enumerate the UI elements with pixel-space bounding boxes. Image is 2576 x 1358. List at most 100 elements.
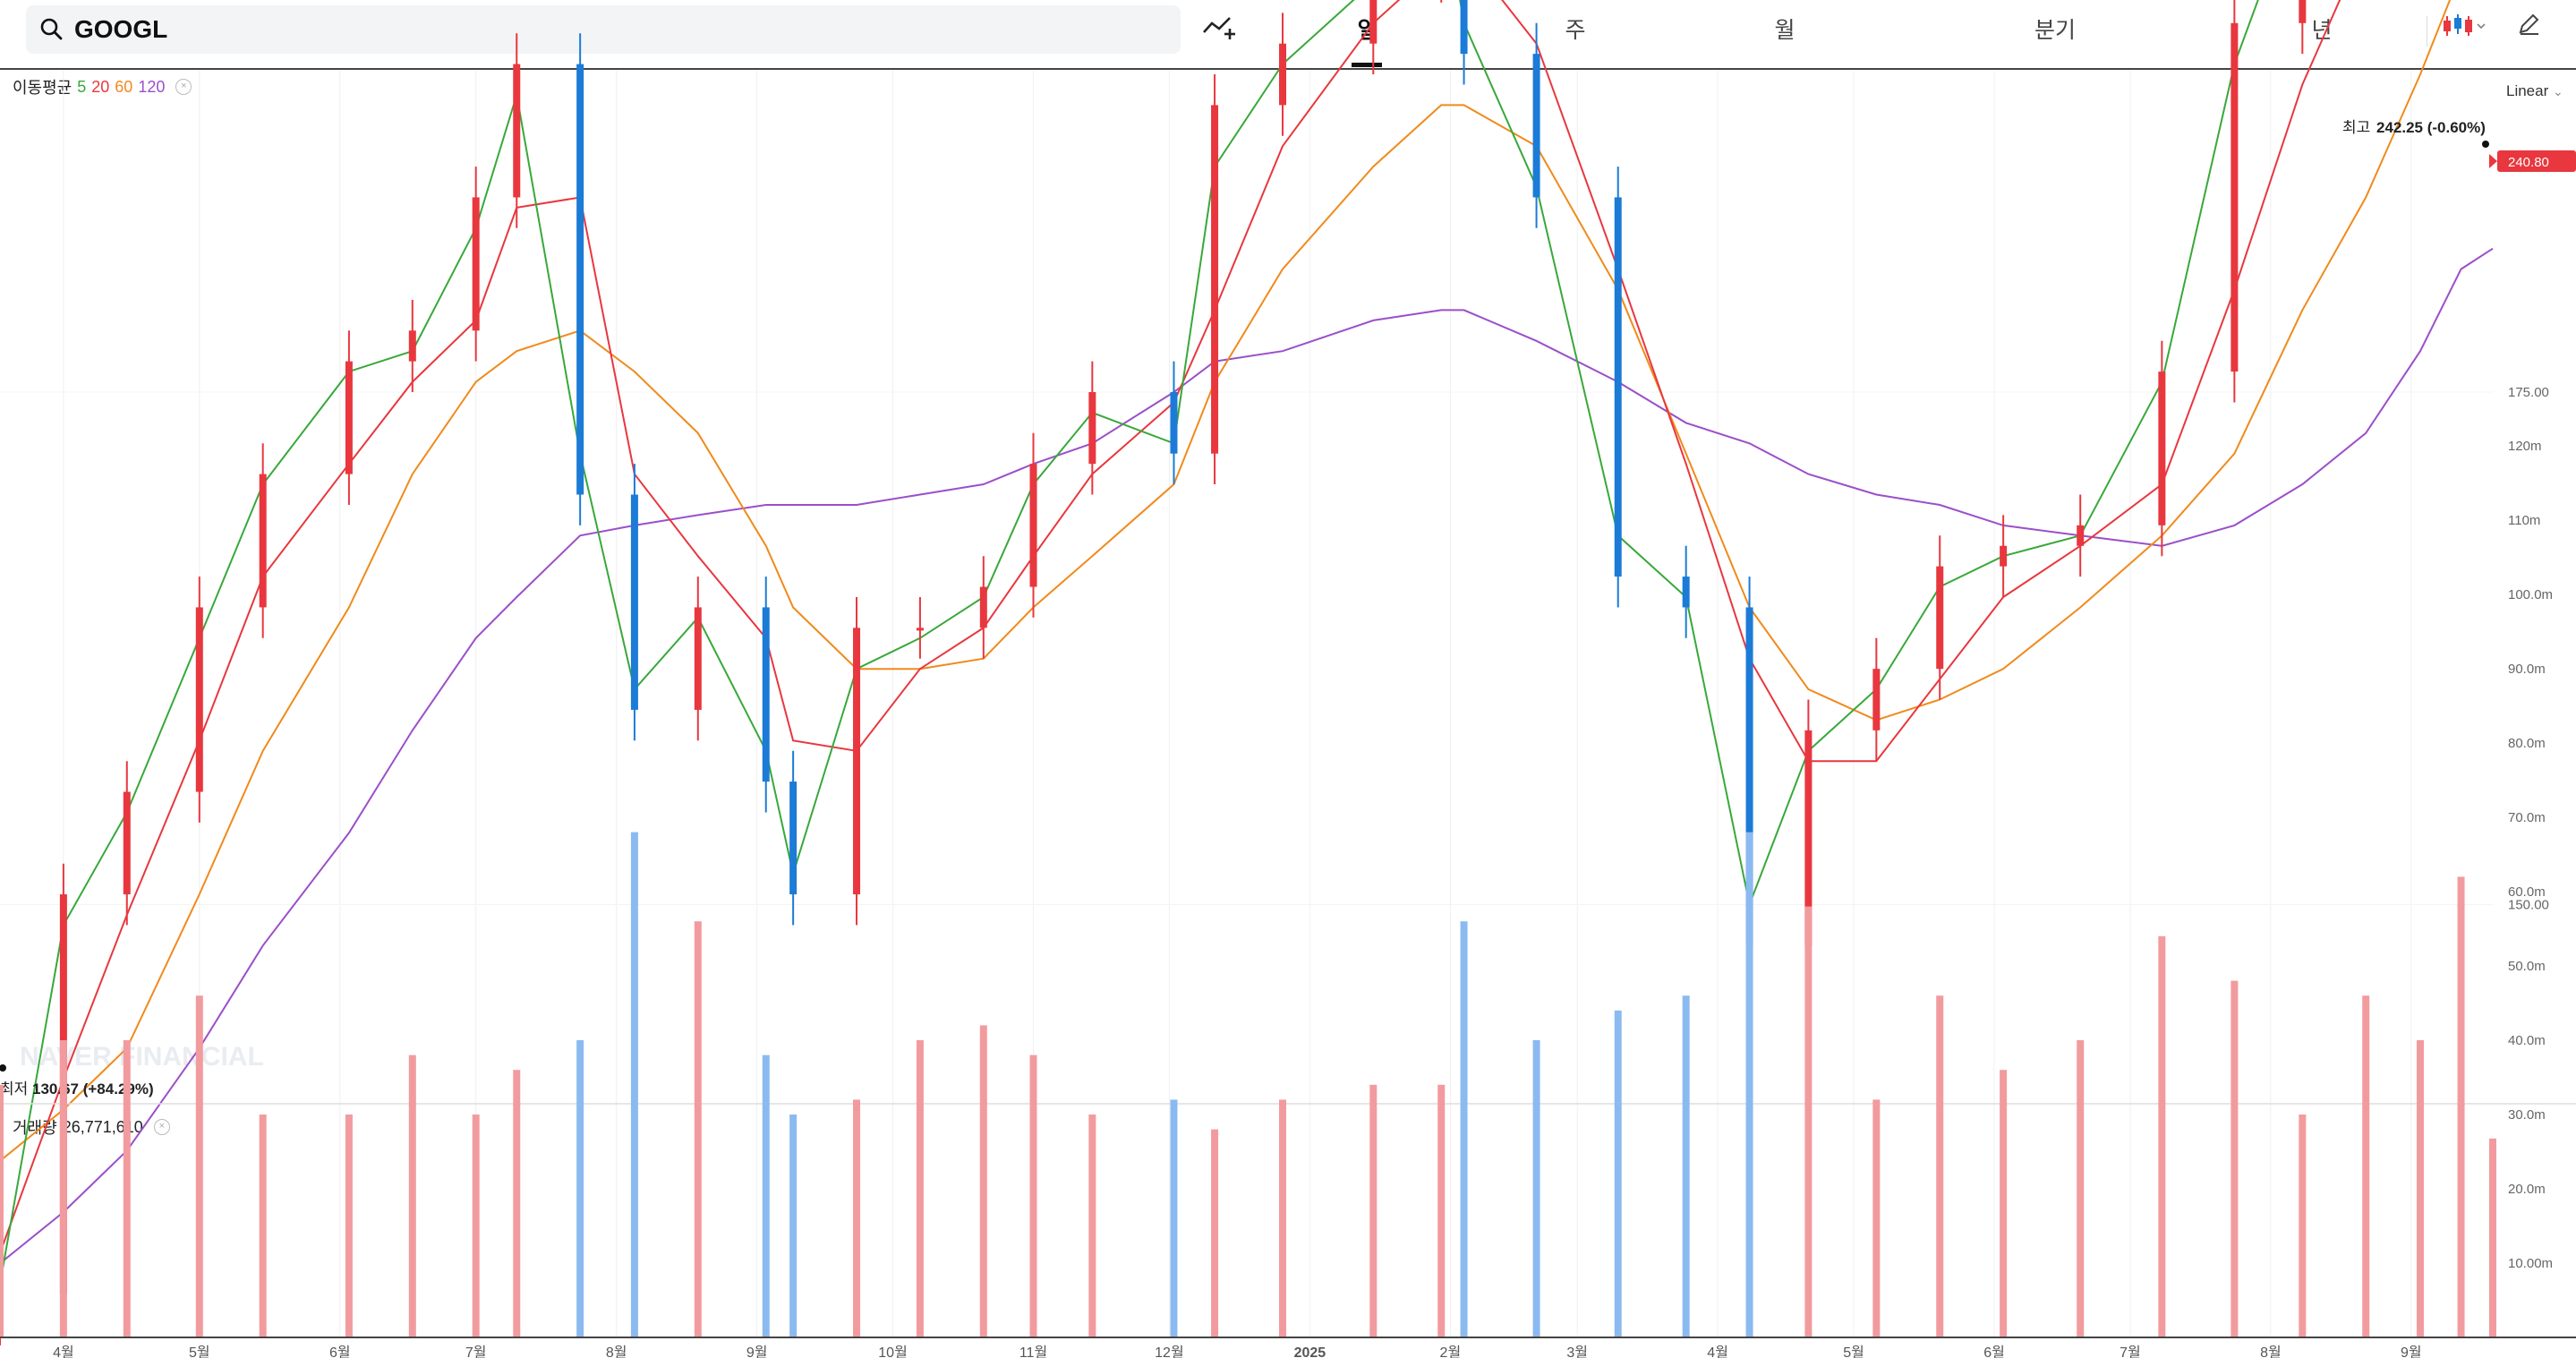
volume-value: 26,771,610 bbox=[62, 1117, 143, 1136]
volume-bar bbox=[1437, 1084, 1446, 1337]
month-label: 2025 bbox=[1294, 1345, 1326, 1358]
chart-type-dropdown[interactable] bbox=[2440, 11, 2497, 52]
volume-bar bbox=[762, 1055, 770, 1337]
candle-body bbox=[1614, 197, 1622, 577]
volume-tick-label: 80.0m bbox=[2508, 736, 2546, 751]
volume-bar bbox=[259, 1115, 267, 1337]
candle-body bbox=[2158, 372, 2166, 525]
price-tick-label: 175.00 bbox=[2508, 385, 2549, 400]
month-label: 4월 bbox=[1707, 1345, 1728, 1358]
volume-bar bbox=[1279, 1099, 1287, 1337]
candle-body bbox=[1170, 392, 1178, 454]
candle-body bbox=[195, 607, 203, 792]
volume-bar bbox=[1682, 995, 1690, 1337]
candle-body bbox=[1460, 0, 1468, 55]
month-label: 6월 bbox=[1983, 1345, 2005, 1358]
low-value: 130.67 (+84.29%) bbox=[32, 1080, 154, 1098]
volume-bar bbox=[694, 921, 702, 1337]
month-label: 8월 bbox=[606, 1345, 627, 1358]
volume-bar bbox=[1211, 1129, 1219, 1337]
month-label: 9월 bbox=[2401, 1345, 2422, 1358]
volume-bar bbox=[59, 1040, 67, 1337]
close-ma-icon[interactable]: × bbox=[175, 79, 192, 95]
volume-bar bbox=[2158, 935, 2166, 1337]
add-indicator-button[interactable] bbox=[1201, 11, 1242, 52]
ma60-legend: 60 bbox=[115, 77, 133, 96]
tab-year[interactable]: 년 bbox=[2311, 18, 2333, 43]
pencil-icon bbox=[2519, 13, 2539, 35]
month-label: 9월 bbox=[746, 1345, 768, 1358]
candle-body bbox=[1088, 392, 1096, 465]
search-input[interactable] bbox=[74, 12, 1148, 47]
high-marker bbox=[2482, 141, 2489, 148]
volume-bar bbox=[1872, 1099, 1881, 1337]
volume-bar bbox=[1460, 921, 1468, 1337]
candle-body bbox=[1211, 105, 1219, 454]
watermark: NAVER FINANCIAL bbox=[20, 1042, 264, 1072]
volume-tick-label: 110m bbox=[2508, 513, 2540, 528]
month-label: 3월 bbox=[1566, 1345, 1588, 1358]
candle-body bbox=[408, 330, 416, 362]
tab-week[interactable]: 주 bbox=[1565, 18, 1586, 43]
ma-legend-label: 이동평균 bbox=[13, 79, 73, 97]
search-box[interactable] bbox=[26, 5, 1181, 54]
candle-body bbox=[2000, 545, 2008, 567]
volume-bar bbox=[1614, 1010, 1622, 1337]
ma20-line bbox=[0, 0, 2341, 1254]
ma20-legend: 20 bbox=[91, 77, 110, 96]
volume-tick-label: 60.0m bbox=[2508, 884, 2546, 900]
month-label: 5월 bbox=[189, 1345, 210, 1358]
candle-body bbox=[1029, 464, 1037, 587]
volume-bar bbox=[2299, 1115, 2307, 1337]
volume-bar bbox=[2489, 1138, 2496, 1337]
candle-body bbox=[2077, 525, 2085, 546]
month-label: 10월 bbox=[878, 1345, 908, 1358]
volume-bar bbox=[2000, 1070, 2008, 1337]
scale-dropdown[interactable]: Linear ⌄ bbox=[2506, 82, 2563, 100]
candle-body bbox=[259, 474, 267, 608]
volume-bar bbox=[1804, 906, 1813, 1337]
top-toolbar: 일 주 월 분기 년 bbox=[0, 0, 2576, 70]
month-label: 6월 bbox=[329, 1345, 351, 1358]
price-tick-label: 150.00 bbox=[2508, 898, 2549, 913]
candle-body bbox=[123, 791, 131, 895]
tab-quarter[interactable]: 분기 bbox=[2034, 18, 2076, 43]
candles bbox=[0, 0, 2307, 1345]
current-price-value: 240.80 bbox=[2508, 155, 2549, 170]
month-label: 7월 bbox=[465, 1345, 487, 1358]
chart-grid bbox=[0, 70, 2493, 1337]
volume-bar bbox=[2362, 995, 2370, 1337]
volume-bar bbox=[2077, 1040, 2085, 1337]
close-volume-icon[interactable]: × bbox=[153, 1119, 170, 1135]
ma5-legend: 5 bbox=[77, 77, 87, 96]
candle-body bbox=[694, 607, 702, 710]
candle-body bbox=[630, 494, 638, 710]
candle-body bbox=[472, 197, 480, 331]
volume-axis: 120m 110m 100.0m 90.0m 80.0m 70.0m 60.0m 50.0m 4… bbox=[2508, 439, 2553, 1271]
volume-bar bbox=[123, 1040, 131, 1337]
ma120-line bbox=[0, 247, 2494, 1265]
current-price-arrow bbox=[2489, 154, 2497, 168]
low-marker bbox=[0, 1064, 6, 1072]
moving-average-legend: 이동평균 5 20 60 120 × bbox=[13, 75, 192, 98]
low-label: 최저 bbox=[0, 1080, 28, 1098]
edit-button[interactable] bbox=[2515, 11, 2556, 52]
tab-month[interactable]: 월 bbox=[1774, 18, 1796, 43]
volume-bar bbox=[2457, 876, 2465, 1337]
candlestick-icon bbox=[2444, 14, 2486, 36]
volume-tick-label: 120m bbox=[2508, 439, 2542, 454]
candle-body bbox=[1369, 0, 1378, 44]
candle-body bbox=[1682, 577, 1690, 608]
volume-tick-label: 50.0m bbox=[2508, 959, 2546, 974]
volume-tick-label: 100.0m bbox=[2508, 587, 2553, 602]
volume-bar bbox=[2416, 1040, 2424, 1337]
volume-bar bbox=[513, 1070, 521, 1337]
active-tab-indicator bbox=[1352, 63, 1382, 67]
volume-bar bbox=[979, 1025, 987, 1337]
volume-tick-label: 10.00m bbox=[2508, 1256, 2553, 1271]
volume-bar bbox=[472, 1115, 480, 1337]
candle-body bbox=[1532, 54, 1540, 198]
candle-body bbox=[576, 64, 584, 495]
